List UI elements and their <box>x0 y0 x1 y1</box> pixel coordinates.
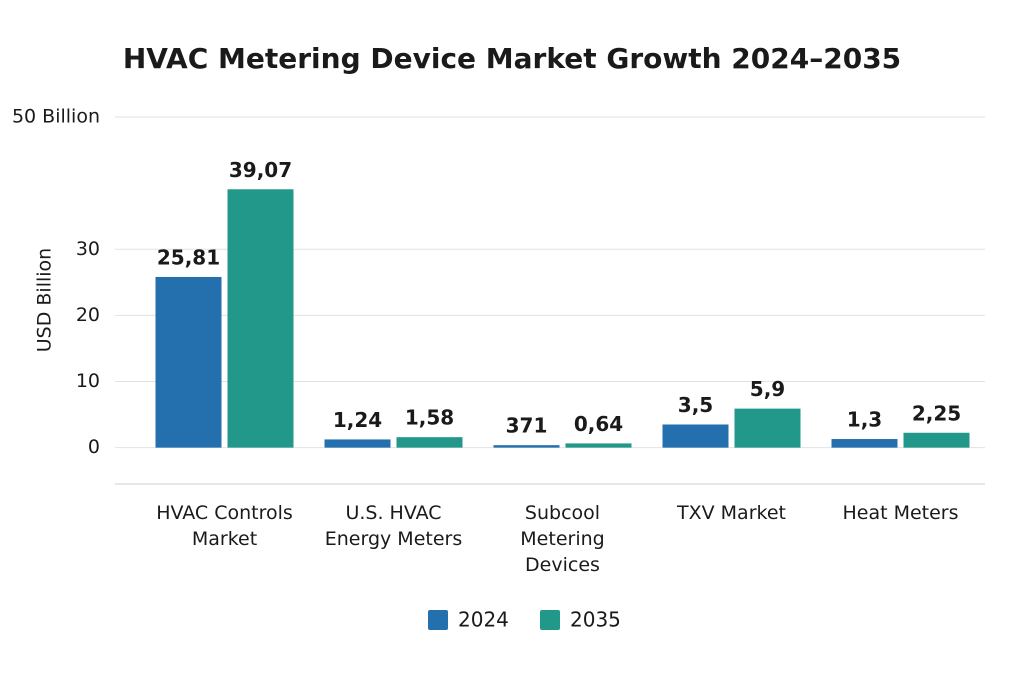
y-axis-label: USD Billion <box>34 248 56 352</box>
y-tick-label: 30 <box>76 238 100 260</box>
bar <box>396 437 463 448</box>
legend-label: 2035 <box>570 608 621 632</box>
legend-swatch <box>540 610 560 630</box>
y-tick-label: 50 Billion <box>12 106 100 128</box>
x-tick-label: Heat Meters <box>842 502 959 524</box>
x-tick-label: TXV Market <box>677 502 786 524</box>
data-label: 1,3 <box>847 408 882 432</box>
legend-swatch <box>428 610 448 630</box>
bar <box>734 408 801 448</box>
bar <box>662 424 729 448</box>
data-label: 1,58 <box>405 406 454 430</box>
data-label: 39,07 <box>229 158 292 182</box>
bar <box>565 443 632 448</box>
y-tick-label: 20 <box>76 304 100 326</box>
x-tick-label: U.S. HVAC Energy Meters <box>324 502 463 550</box>
bar <box>493 445 560 448</box>
data-label: 5,9 <box>750 377 785 401</box>
data-label: 1,24 <box>333 408 382 432</box>
legend-label: 2024 <box>458 608 509 632</box>
chart-title: HVAC Metering Device Market Growth 2024–… <box>123 42 901 75</box>
x-tick-label: Subcool Metering Devices <box>520 502 605 576</box>
y-tick-label: 10 <box>76 370 100 392</box>
data-label: 25,81 <box>157 245 220 269</box>
bar <box>831 439 898 448</box>
bar <box>155 276 222 448</box>
data-label: 0,64 <box>574 412 623 436</box>
bar <box>324 439 391 448</box>
x-tick-label: HVAC Controls Market <box>156 502 293 550</box>
bar <box>227 189 294 448</box>
bar <box>903 432 970 448</box>
data-label: 2,25 <box>912 401 961 425</box>
data-label: 3,5 <box>678 393 713 417</box>
y-tick-label: 0 <box>88 436 100 458</box>
data-label: 371 <box>506 414 548 438</box>
